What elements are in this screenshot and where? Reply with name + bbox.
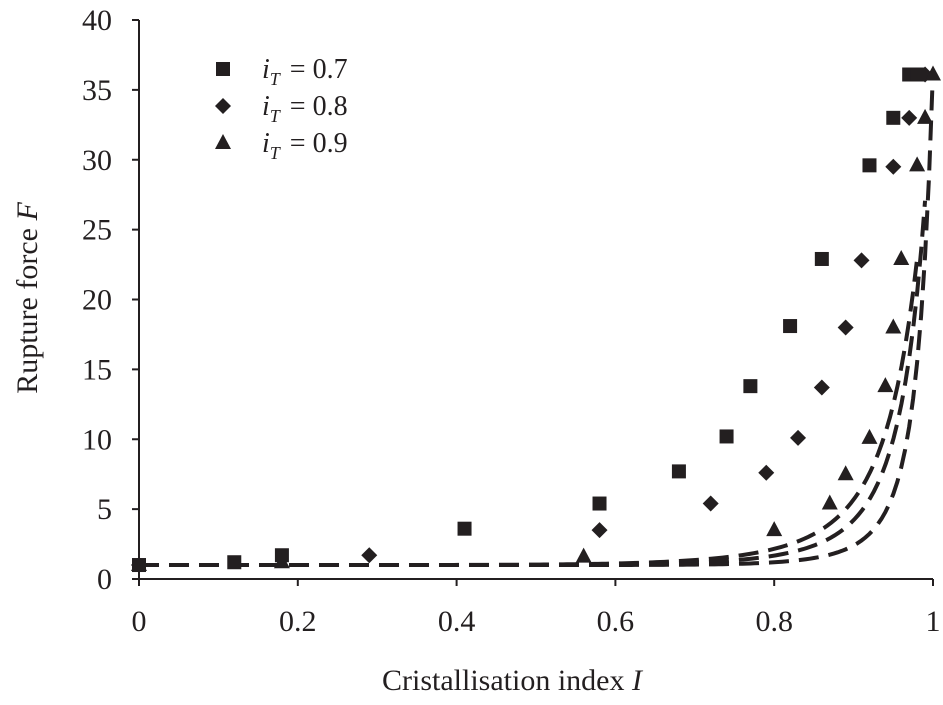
legend-value: = 0.9 xyxy=(290,128,348,159)
fit-curve-diamond xyxy=(139,200,928,568)
y-tick-label: 0 xyxy=(97,563,112,596)
legend-subscript: T xyxy=(270,69,282,89)
y-tick-label: 30 xyxy=(82,144,112,177)
data-point-square xyxy=(783,319,798,334)
legend-value: = 0.8 xyxy=(290,91,348,122)
data-point-triangle xyxy=(909,156,926,172)
legend-label: iT = 0.7 xyxy=(262,54,348,89)
data-point-triangle xyxy=(861,428,878,444)
data-point-diamond xyxy=(361,547,378,564)
data-point-square xyxy=(592,496,607,511)
data-point-triangle xyxy=(821,494,838,510)
x-tick-label: 0 xyxy=(132,605,147,638)
legend-marker-diamond xyxy=(215,98,231,114)
legend-label: iT = 0.9 xyxy=(262,128,348,163)
legend: iT = 0.7iT = 0.8iT = 0.9 xyxy=(215,54,348,163)
data-point-diamond xyxy=(790,429,807,446)
x-axis-title: Cristallisation index I xyxy=(382,664,644,697)
data-point-square xyxy=(862,158,877,173)
x-tick-label: 1 xyxy=(926,605,941,638)
legend-marker-square xyxy=(216,62,230,76)
x-tick-label: 0.4 xyxy=(438,605,476,638)
data-point-triangle xyxy=(925,65,941,81)
data-point-diamond xyxy=(885,158,902,175)
legend-value: = 0.7 xyxy=(290,54,348,85)
data-point-triangle xyxy=(917,108,934,124)
data-point-triangle xyxy=(893,249,910,265)
y-axis-title: Rupture force F xyxy=(11,202,44,394)
data-point-diamond xyxy=(901,109,918,126)
data-point-triangle xyxy=(575,547,592,563)
fit-curve-square xyxy=(139,258,920,568)
data-point-diamond xyxy=(758,464,775,481)
data-point-square xyxy=(743,379,758,394)
fit-curve-triangle xyxy=(139,70,935,568)
y-tick-label: 40 xyxy=(82,4,112,37)
data-point-diamond xyxy=(813,379,830,396)
data-point-square xyxy=(457,521,472,536)
data-point-square xyxy=(814,251,829,266)
data-point-triangle xyxy=(877,377,894,393)
data-point-triangle xyxy=(131,556,147,572)
x-tick-label: 0.2 xyxy=(279,605,317,638)
fit-curves xyxy=(139,70,935,568)
x-tick-label: 0.8 xyxy=(755,605,793,638)
data-point-square xyxy=(719,429,734,444)
x-axis-title-symbol: I xyxy=(631,664,644,697)
legend-subscript: T xyxy=(270,143,282,163)
y-tick-label: 15 xyxy=(82,353,112,386)
y-tick-label: 20 xyxy=(82,284,112,317)
data-point-square xyxy=(671,464,686,479)
legend-var: i xyxy=(262,54,270,85)
data-point-diamond xyxy=(853,252,870,269)
data-point-square xyxy=(886,110,901,125)
y-axis-title-symbol: F xyxy=(11,202,44,222)
y-tick-label: 25 xyxy=(82,214,112,247)
legend-var: i xyxy=(262,91,270,122)
data-point-diamond xyxy=(837,319,854,336)
y-tick-label: 35 xyxy=(82,74,112,107)
data-point-square xyxy=(227,555,242,570)
data-point-triangle xyxy=(766,521,783,537)
data-points xyxy=(131,65,941,574)
legend-var: i xyxy=(262,128,270,159)
legend-marker-triangle xyxy=(215,134,231,149)
data-point-triangle xyxy=(273,553,290,569)
data-point-diamond xyxy=(591,522,608,539)
y-tick-label: 10 xyxy=(82,423,112,456)
legend-subscript: T xyxy=(270,106,282,126)
data-point-triangle xyxy=(885,318,902,334)
y-axis-title-text: Rupture force xyxy=(11,221,44,394)
y-tick-label: 5 xyxy=(97,493,112,526)
data-point-diamond xyxy=(702,495,719,512)
legend-label: iT = 0.8 xyxy=(262,91,348,126)
x-axis-title-text: Cristallisation index xyxy=(382,664,632,697)
data-point-triangle xyxy=(837,465,854,481)
x-tick-label: 0.6 xyxy=(597,605,635,638)
